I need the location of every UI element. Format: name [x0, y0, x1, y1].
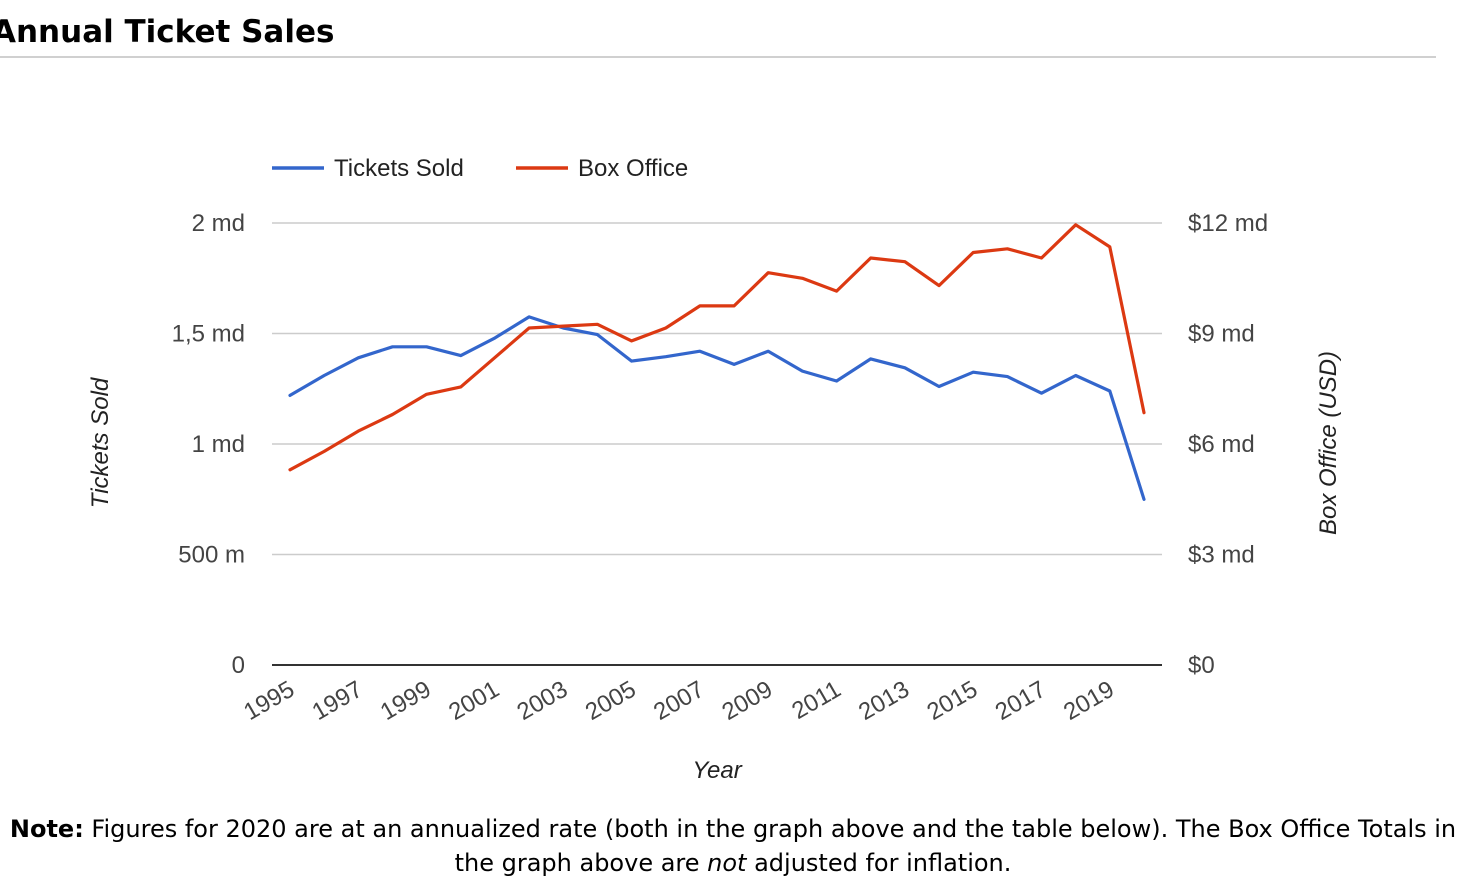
right-axis-tick-label: $3 md — [1188, 542, 1255, 569]
right-axis-tick-label: $12 md — [1188, 210, 1268, 237]
right-axis-tick-label: $0 — [1188, 652, 1215, 679]
x-axis-tick-label: 2013 — [854, 676, 914, 726]
right-axis-title: Box Office (USD) — [1315, 351, 1342, 535]
right-axis-ticks: $0 $3 md $6 md $9 md $12 md — [1188, 210, 1268, 679]
x-axis-tick-label: 2001 — [444, 676, 504, 726]
series-line-box-office — [288, 223, 1146, 472]
x-axis-title: Year — [692, 757, 742, 784]
x-axis-tick-label: 2005 — [581, 676, 641, 726]
title-divider — [0, 56, 1436, 58]
left-axis-tick-label: 0 — [232, 652, 245, 679]
right-axis-tick-label: $6 md — [1188, 431, 1255, 458]
x-axis-tick-label: 1995 — [239, 676, 299, 726]
x-axis-tick-label: 2019 — [1059, 676, 1119, 726]
x-axis-tick-label: 2017 — [991, 676, 1051, 726]
left-axis-tick-label: 1,5 md — [172, 321, 245, 348]
left-axis-ticks: 0 500 m 1 md 1,5 md 2 md — [172, 210, 245, 679]
series-line-tickets-sold — [288, 315, 1146, 501]
note-text-2: adjusted for inflation. — [746, 849, 1012, 877]
page-title: Annual Ticket Sales — [0, 14, 335, 50]
left-axis-tick-label: 2 md — [192, 210, 245, 237]
x-axis-tick-label: 1997 — [308, 676, 368, 726]
x-axis-tick-label: 2007 — [649, 676, 709, 726]
x-axis-tick-label: 1999 — [376, 676, 436, 726]
x-axis-tick-label: 2011 — [787, 676, 845, 725]
x-axis-tick-label: 2003 — [513, 676, 573, 726]
legend-label: Tickets Sold — [334, 155, 464, 182]
left-axis-title: Tickets Sold — [87, 377, 114, 508]
x-axis-tick-label: 2015 — [922, 676, 982, 726]
note-label: Note: — [9, 815, 84, 843]
legend-label: Box Office — [578, 155, 688, 182]
series-lines — [288, 223, 1146, 501]
annual-ticket-sales-chart: 0 500 m 1 md 1,5 md 2 md $0 $3 md $6 md $9 md $1… — [87, 155, 1342, 784]
note-text-1: Figures for 2020 are at an annualized ra… — [83, 815, 1457, 877]
note-emphasis: not — [707, 849, 747, 877]
gridlines — [272, 222, 1162, 666]
left-axis-tick-label: 1 md — [192, 431, 245, 458]
legend: Tickets Sold Box Office — [272, 155, 688, 182]
x-axis-ticks: 1995 1997 1999 2001 2003 2005 2007 2009 2011 2013… — [239, 676, 1119, 726]
left-axis-tick-label: 500 m — [178, 542, 245, 569]
footnote: Note: Figures for 2020 are at an annuali… — [0, 812, 1466, 880]
right-axis-tick-label: $9 md — [1188, 321, 1255, 348]
x-axis-tick-label: 2009 — [718, 676, 778, 726]
